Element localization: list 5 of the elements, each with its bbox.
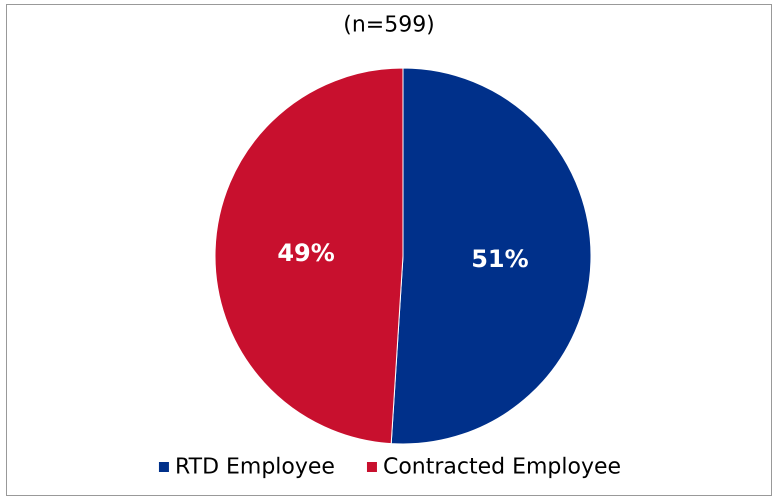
data-label: 51% <box>471 245 529 274</box>
chart-title: (n=599) <box>343 12 435 38</box>
legend-label: RTD Employee <box>174 454 335 480</box>
legend-label: Contracted Employee <box>382 454 622 480</box>
data-label: 49% <box>277 238 335 267</box>
